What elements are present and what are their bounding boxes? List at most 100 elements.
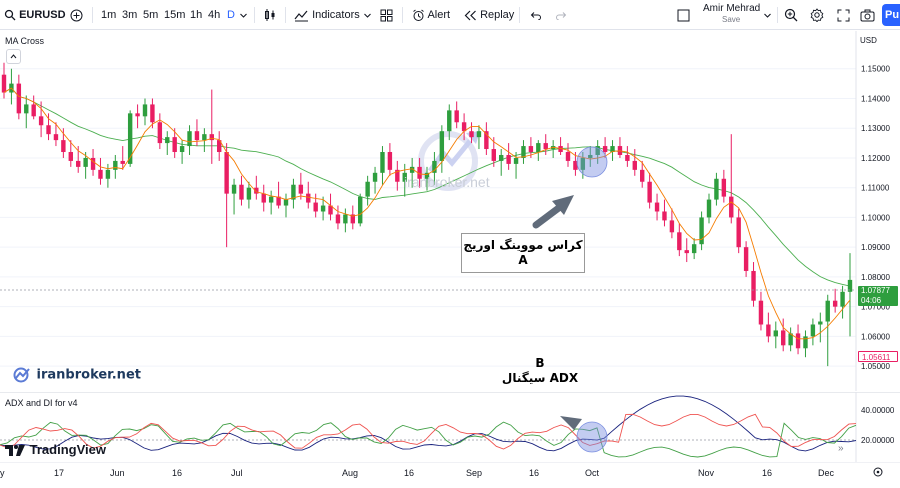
time-label: 16: [762, 468, 772, 478]
settings-button[interactable]: [810, 0, 824, 30]
legend-collapse-button[interactable]: [6, 49, 21, 64]
ma-fast-polyline: [3, 87, 851, 340]
adx-legend[interactable]: ADX and DI for v4: [5, 398, 78, 408]
tradingview-logo[interactable]: TradingView: [4, 442, 106, 457]
candle-body: [847, 279, 853, 292]
price-tick-label: 1.06000: [861, 332, 890, 341]
interval-1m[interactable]: 1m: [101, 9, 117, 21]
candle-body: [68, 152, 73, 161]
interval-3m[interactable]: 3m: [122, 9, 138, 21]
interval-5m[interactable]: 5m: [143, 9, 159, 21]
candle-body: [387, 152, 393, 170]
candle-body: [491, 149, 496, 161]
fullscreen-button[interactable]: [837, 0, 850, 30]
candle-body: [573, 160, 578, 170]
toolbar-divider: [402, 7, 403, 23]
quick-search-button[interactable]: [784, 0, 798, 30]
time-axis-settings-button[interactable]: [873, 467, 883, 477]
user-menu-dropdown[interactable]: [763, 0, 772, 30]
candle-body: [602, 146, 608, 153]
candle-body: [328, 205, 333, 215]
tradingview-logo-text: TradingView: [29, 442, 106, 457]
price-tick-label: 1.12000: [861, 154, 890, 163]
time-label: Jul: [231, 468, 243, 478]
currency-label[interactable]: USD: [860, 36, 877, 45]
price-tick-label: 1.15000: [861, 65, 890, 74]
candle-body: [231, 184, 237, 194]
adx-indicator-pane[interactable]: 40.00000 20.00000: [0, 392, 900, 462]
candle-body: [595, 146, 600, 155]
time-axis[interactable]: y 17 Jun 16 Jul Aug 16 Sep 16 Oct Nov 16…: [0, 462, 900, 488]
candle-body: [276, 196, 281, 206]
candle-body: [254, 187, 259, 194]
redo-button[interactable]: [556, 0, 568, 30]
candle-body: [506, 154, 511, 164]
callout-a-letter: A: [518, 253, 528, 267]
indicator-templates-dropdown[interactable]: [363, 0, 372, 30]
chevron-down-icon: [364, 13, 371, 18]
undo-button[interactable]: [529, 0, 541, 30]
gear-icon: [810, 8, 824, 23]
candle-body: [610, 146, 615, 153]
replay-label: Replay: [480, 9, 515, 21]
publish-button[interactable]: Pu: [882, 4, 900, 26]
time-label: Nov: [698, 468, 715, 478]
camera-icon: [860, 9, 875, 22]
replay-button[interactable]: Replay: [464, 0, 514, 30]
candle-body: [350, 214, 355, 224]
interval-4h[interactable]: 4h: [208, 9, 221, 21]
candle-body: [202, 134, 207, 141]
candle-body: [781, 330, 786, 346]
price-tick-label: 1.14000: [861, 94, 890, 103]
candle-body: [736, 217, 741, 248]
candle-body: [194, 131, 200, 141]
interval-d[interactable]: D: [227, 9, 235, 21]
price-tick-label: 1.10000: [861, 213, 890, 222]
iranbroker-logo-icon: [13, 367, 30, 383]
interval-dropdown[interactable]: [239, 0, 248, 30]
symbol-search-button[interactable]: EURUSD: [4, 0, 66, 30]
time-label: Aug: [342, 468, 358, 478]
candle-body: [105, 169, 111, 179]
candle-body: [246, 187, 252, 200]
snapshot-button[interactable]: [860, 0, 875, 30]
candle-body: [751, 270, 756, 301]
price-tick-label: 1.09000: [861, 243, 890, 252]
candle-body: [172, 137, 177, 153]
layout-button[interactable]: [380, 0, 393, 30]
candle-body: [773, 330, 778, 337]
candle-body: [788, 333, 793, 346]
alert-label: Alert: [427, 9, 451, 21]
candle-body: [469, 131, 474, 138]
price-chart-pane[interactable]: 1.15000 1.14000 1.13000 1.12000 1.11000 1.100…: [0, 31, 900, 391]
compare-symbol-button[interactable]: [70, 0, 83, 30]
price-gridlines: [0, 68, 856, 367]
fullscreen-icon: [837, 9, 850, 22]
candle-body: [1, 74, 7, 93]
candle-body: [343, 214, 348, 224]
adx-lines: [0, 395, 857, 458]
scroll-to-realtime-button[interactable]: »: [838, 443, 844, 454]
candle-body: [142, 104, 148, 117]
chart-type-button[interactable]: [263, 0, 277, 30]
time-label: Sep: [466, 468, 482, 478]
callout-a: کراس مووینگ اوریج A: [461, 233, 585, 273]
candle-body: [209, 134, 214, 141]
alert-button[interactable]: Alert: [412, 0, 450, 30]
candle-body: [677, 232, 682, 251]
interval-15m[interactable]: 15m: [164, 9, 186, 21]
layout-select-checkbox[interactable]: [677, 0, 690, 30]
interval-1h[interactable]: 1h: [190, 9, 203, 21]
adx-tick-20: 20.00000: [861, 436, 895, 445]
time-label: 16: [172, 468, 182, 478]
candle-body: [743, 247, 749, 271]
ma-cross-legend[interactable]: MA Cross: [5, 36, 45, 46]
callout-a-title: کراس مووینگ اوریج: [463, 238, 583, 252]
candle-body: [432, 160, 437, 173]
save-status[interactable]: Save: [722, 15, 741, 24]
candle-body: [795, 333, 801, 349]
candle-body: [90, 157, 96, 170]
indicators-button[interactable]: Indicators: [294, 0, 360, 30]
user-name[interactable]: Amir Mehrad: [703, 3, 761, 14]
candle-body: [691, 244, 697, 254]
